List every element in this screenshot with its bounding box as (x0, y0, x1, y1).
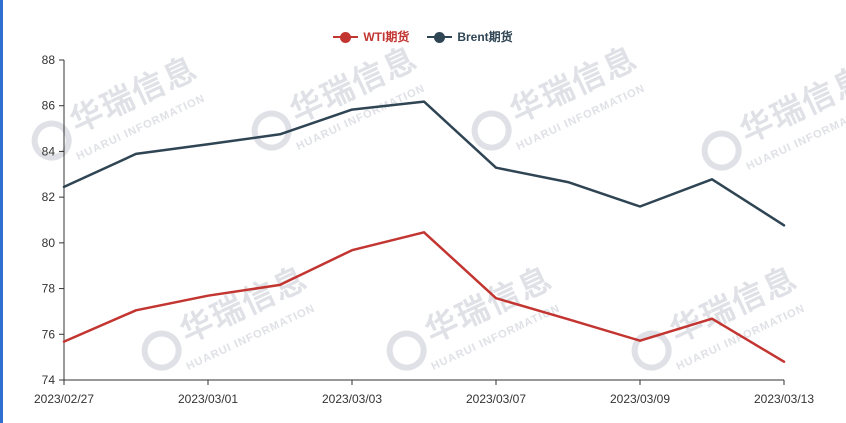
legend-swatch-brent (427, 30, 453, 44)
y-tick-label: 82 (42, 190, 56, 204)
y-tick-label: 74 (42, 373, 56, 387)
x-tick-label: 2023/03/09 (610, 392, 670, 406)
window-left-edge (0, 0, 3, 423)
series-line-brent (62, 100, 786, 227)
y-tick-label: 80 (42, 236, 56, 250)
y-tick-label: 84 (42, 144, 56, 158)
legend-label-brent: Brent期货 (457, 30, 513, 44)
x-tick-label: 2023/03/13 (754, 392, 814, 406)
y-tick-label: 76 (42, 327, 56, 341)
series-line-wti (62, 231, 786, 363)
legend-item-wti[interactable]: WTI期货 (333, 28, 409, 45)
x-tick-label: 2023/03/07 (466, 392, 526, 406)
x-tick-label: 2023/02/27 (34, 392, 94, 406)
y-tick-label: 78 (42, 282, 56, 296)
legend-item-brent[interactable]: Brent期货 (427, 28, 513, 45)
chart-legend: WTI期货 Brent期货 (0, 28, 846, 45)
x-tick-label: 2023/03/03 (322, 392, 382, 406)
legend-swatch-wti (333, 30, 359, 44)
chart-series (62, 100, 786, 363)
y-tick-label: 86 (42, 99, 56, 113)
x-tick-label: 2023/03/01 (178, 392, 238, 406)
legend-label-wti: WTI期货 (363, 30, 410, 44)
chart-axes: 74 76 78 80 82 84 86 88 2023/02/27 2023/03/01 2023… (34, 53, 814, 406)
y-tick-label: 88 (42, 53, 56, 67)
